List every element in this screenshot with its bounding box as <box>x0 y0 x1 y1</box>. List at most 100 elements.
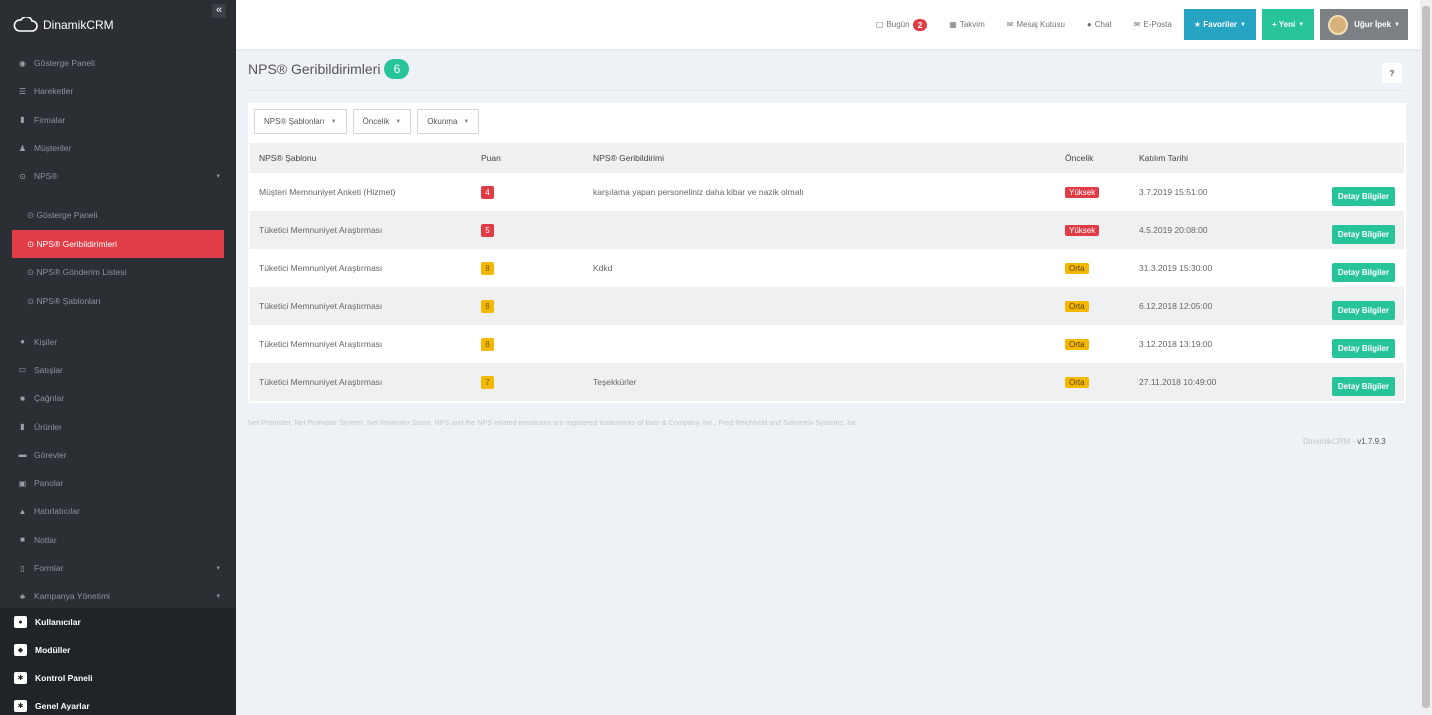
sidebar-subitem-nps-dashboard[interactable]: ⊙ Gösterge Paneli <box>27 210 98 221</box>
user-menu-button[interactable]: Uğur İpek ▼ <box>1320 9 1408 40</box>
col-header-date[interactable]: Katılım Tarihi <box>1130 143 1270 173</box>
brand[interactable]: DinamikCRM « <box>0 0 236 49</box>
sidebar-item-movements[interactable]: ☰ Hareketler <box>18 86 74 97</box>
cell-feedback: Teşekkürler <box>584 363 1056 401</box>
building-icon: ▮ <box>20 115 25 125</box>
table-row: Tüketici Memnuniyet Araştırması 8 Orta 3… <box>250 325 1404 363</box>
caret-down-icon: ▼ <box>330 118 337 125</box>
gear-icon: ✱ <box>14 672 27 684</box>
sidebar-item-companies[interactable]: ▮ Firmalar <box>0 106 236 134</box>
sidebar-item-notes[interactable]: ■ Notlar <box>0 526 236 554</box>
table-row: Müşteri Memnuniyet Anketi (Hizmet) 4 kar… <box>250 173 1404 211</box>
user-icon: ● <box>14 616 27 628</box>
caret-down-icon: ▼ <box>1240 21 1246 28</box>
col-header-template[interactable]: NPS® Şablonu <box>250 143 472 173</box>
col-header-feedback[interactable]: NPS® Geribildirimi <box>584 143 1056 173</box>
detail-button[interactable]: Detay Bilgiler <box>1331 262 1395 282</box>
calendar-icon: ▦ <box>949 20 957 29</box>
cell-date: 3.12.2018 13:19:00 <box>1139 339 1213 349</box>
detail-button[interactable]: Detay Bilgiler <box>1331 224 1395 244</box>
filter-templates-dropdown[interactable]: NPS® Şablonları ▼ <box>254 109 347 134</box>
page-title: NPS® Geribildirimleri 6 <box>248 59 410 79</box>
sidebar-item-control-panel[interactable]: ✱ Kontrol Paneli <box>0 664 236 692</box>
sidebar-item-forms[interactable]: ▯ Formlar ▾ <box>0 554 236 582</box>
sidebar-item-products[interactable]: ▮ Ürünler <box>0 412 236 440</box>
sidebar-item-reminders[interactable]: ▲ Hatırlatıcılar <box>18 506 80 517</box>
score-badge: 7 <box>481 375 494 389</box>
cell-feedback <box>584 211 1056 249</box>
caret-down-icon: ▼ <box>463 118 470 125</box>
detail-button[interactable]: Detay Bilgiler <box>1331 186 1395 206</box>
sidebar-nav: ◉ Gösterge Paneli ☰ Hareketler ▮ Firmalar ♟… <box>0 49 236 190</box>
cell-template: Tüketici Memnuniyet Araştırması <box>259 263 383 273</box>
sidebar-item-nps[interactable]: ⊙ NPS® ▾ <box>0 162 236 190</box>
col-header-priority[interactable]: Öncelik <box>1056 143 1130 173</box>
filter-read-dropdown[interactable]: Okunma ▼ <box>417 109 480 134</box>
nps-subnav: ⊙ Gösterge Paneli ⊙ NPS® Geribildirimler… <box>0 190 236 327</box>
sidebar-item-modules[interactable]: ◆ Modüller <box>0 636 236 664</box>
top-bar: ▢ Bugün 2 ▦ Takvim ✉ Mesaj Kutusu ● Chat… <box>236 0 1420 49</box>
cell-template: Tüketici Memnuniyet Araştırması <box>259 339 383 349</box>
sidebar-item-tasks[interactable]: ▬ Görevler <box>18 449 67 460</box>
sidebar-item-users[interactable]: ● Kullanıcılar <box>0 608 236 636</box>
module-icon: ◆ <box>14 644 27 656</box>
today-link[interactable]: ▢ Bugün 2 <box>876 18 928 31</box>
avatar <box>1328 14 1349 35</box>
chevron-down-icon: ▾ <box>216 173 220 181</box>
score-badge: 5 <box>481 223 494 237</box>
score-badge: 4 <box>481 185 494 199</box>
dashboard-icon: ◉ <box>19 58 26 68</box>
version-info: DinamikCRM - v1.7.9.3 <box>1303 437 1386 446</box>
page-scrollbar[interactable] <box>1420 0 1432 715</box>
cell-feedback <box>584 287 1056 325</box>
caret-down-icon: ▼ <box>1394 21 1400 28</box>
col-header-score[interactable]: Puan <box>472 143 584 173</box>
settings-icon: ✱ <box>14 700 27 712</box>
sidebar-nav-2: ● Kişiler ▭ Satışlar ■ Çağrılar ▮ Ürünler ▬ G… <box>0 327 236 610</box>
sidebar-collapse-button[interactable]: « <box>212 4 226 18</box>
detail-button[interactable]: Detay Bilgiler <box>1331 338 1395 358</box>
board-icon: ▣ <box>18 478 27 488</box>
cell-date: 4.5.2019 20:08:00 <box>1130 211 1270 249</box>
col-header-actions <box>1270 143 1404 173</box>
table-row: Tüketici Memnuniyet Araştırması 5 Yüksek… <box>250 211 1404 249</box>
cell-date: 3.7.2019 15:51:00 <box>1139 187 1208 197</box>
sidebar-item-sales[interactable]: ▭ Satışlar <box>18 364 63 375</box>
detail-button[interactable]: Detay Bilgiler <box>1331 376 1395 396</box>
priority-badge: Yüksek <box>1065 224 1100 236</box>
table-row: Tüketici Memnuniyet Araştırması 8 Kdkd O… <box>250 249 1404 287</box>
divider <box>248 90 1406 91</box>
email-link[interactable]: ✉ E-Posta <box>1133 20 1172 29</box>
caret-down-icon: ▼ <box>395 118 402 125</box>
score-badge: 8 <box>481 337 494 351</box>
today-count-badge: 2 <box>912 18 928 31</box>
email-icon: ✉ <box>1133 20 1141 29</box>
sidebar-subitem-nps-feedbacks[interactable]: ⊙ NPS® Geribildirimleri <box>12 229 224 259</box>
calendar-link[interactable]: ▦ Takvim <box>949 20 985 29</box>
nps-icon: ⊙ <box>19 171 26 181</box>
scrollbar-thumb[interactable] <box>1422 6 1430 708</box>
sidebar-item-contacts[interactable]: ● Kişiler <box>0 327 236 355</box>
sidebar-subitem-nps-templates[interactable]: ⊙ NPS® Şablonları <box>27 295 101 306</box>
new-button[interactable]: + Yeni ▼ <box>1261 9 1315 40</box>
chat-icon: ● <box>1086 20 1092 29</box>
sidebar-subitem-nps-send-list[interactable]: ⊙ NPS® Gönderim Listesi <box>27 267 127 278</box>
phone-icon: ■ <box>20 393 25 403</box>
sidebar-item-boards[interactable]: ▣ Panolar <box>18 478 64 489</box>
filter-priority-dropdown[interactable]: Öncelik ▼ <box>352 109 412 134</box>
sidebar-item-campaigns[interactable]: ♣ Kampanya Yönetimi ▾ <box>0 582 236 610</box>
feedback-panel: NPS® Şablonları ▼ Öncelik ▼ Okunma ▼ NPS® Ş… <box>248 103 1406 403</box>
sidebar-item-calls[interactable]: ■ Çağrılar <box>0 384 236 412</box>
sidebar-item-customers[interactable]: ♟ Müşteriler <box>18 143 72 154</box>
campaign-icon: ♣ <box>19 591 26 601</box>
feedback-table: NPS® Şablonu Puan NPS® Geribildirimi Önc… <box>250 143 1404 401</box>
priority-badge: Orta <box>1065 300 1089 312</box>
inbox-link[interactable]: ✉ Mesaj Kutusu <box>1006 20 1065 29</box>
sidebar-item-general-settings[interactable]: ✱ Genel Ayarlar <box>0 692 236 715</box>
favorites-button[interactable]: ★ Favoriler ▼ <box>1183 9 1256 40</box>
sidebar-bottom-nav: ● Kullanıcılar ◆ Modüller ✱ Kontrol Paneli … <box>0 608 236 715</box>
chat-link[interactable]: ● Chat <box>1086 20 1112 29</box>
sidebar-item-dashboard[interactable]: ◉ Gösterge Paneli <box>19 58 95 69</box>
detail-button[interactable]: Detay Bilgiler <box>1331 300 1395 320</box>
help-button[interactable]: ? <box>1382 63 1402 83</box>
